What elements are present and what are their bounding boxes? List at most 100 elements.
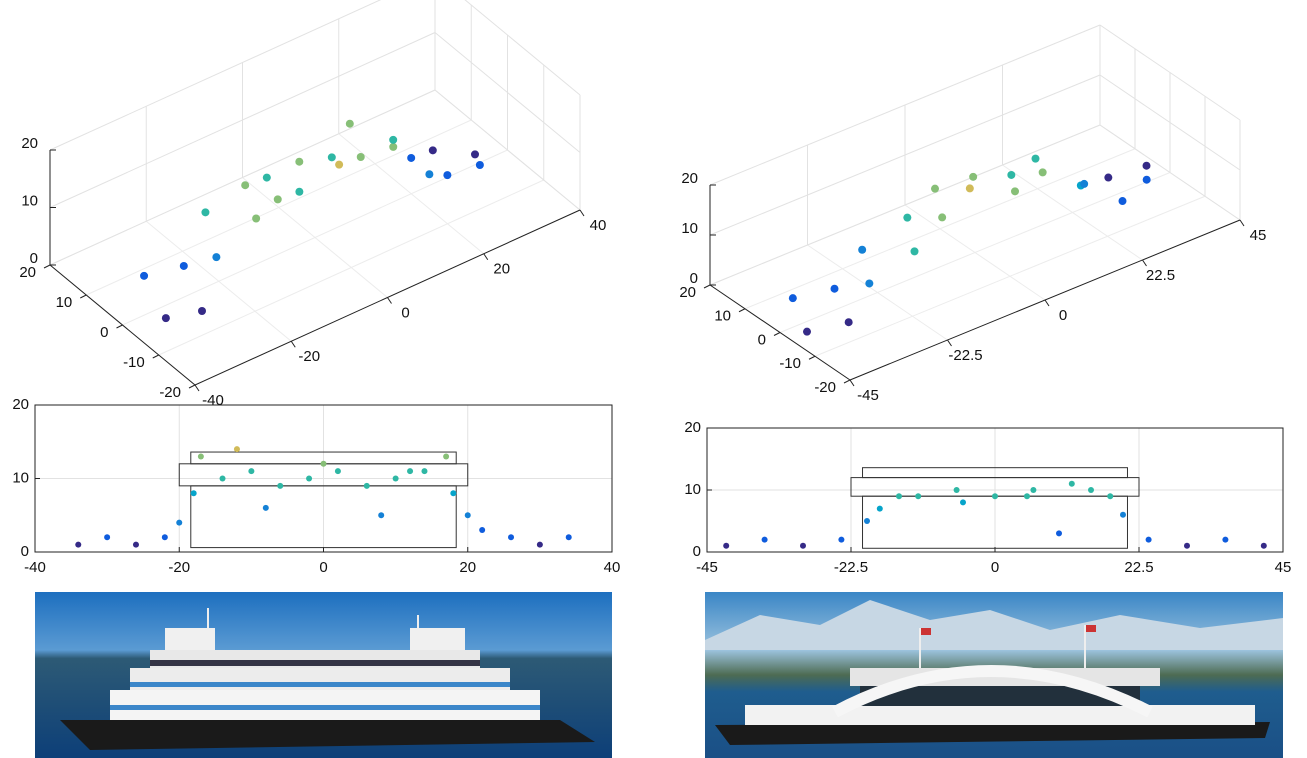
point — [75, 541, 82, 548]
tick-mark — [773, 332, 781, 336]
point — [800, 542, 806, 549]
x-tick-label: 40 — [604, 559, 621, 576]
point — [1104, 173, 1113, 182]
point — [1080, 179, 1089, 188]
point — [788, 294, 797, 303]
point — [1011, 187, 1019, 196]
x-tick-label: 20 — [459, 559, 476, 576]
point — [320, 460, 327, 467]
point — [508, 534, 515, 541]
point — [1088, 487, 1094, 493]
point — [161, 314, 170, 323]
x-tick-label: 22.5 — [1124, 559, 1153, 576]
z-tick-label: 20 — [681, 170, 698, 187]
y-tick-label: 10 — [12, 469, 29, 486]
y-tick-label: -10 — [779, 355, 801, 372]
plot-frame — [34, 404, 613, 553]
point — [865, 279, 874, 288]
point — [345, 119, 354, 128]
point — [443, 453, 450, 460]
point — [838, 536, 845, 543]
tick-mark — [1044, 299, 1050, 307]
tick-mark — [387, 297, 392, 304]
point — [475, 161, 484, 169]
tick-mark — [808, 355, 816, 360]
point — [464, 512, 471, 519]
point — [953, 487, 960, 493]
point — [1030, 487, 1037, 493]
tick-mark — [843, 379, 851, 384]
grid-line — [709, 124, 1101, 286]
y-tick-label: 0 — [758, 331, 766, 348]
point — [1145, 536, 1152, 543]
point — [190, 490, 197, 497]
point — [1222, 536, 1229, 543]
x-tick-label: -22.5 — [948, 347, 982, 364]
tick-mark — [738, 308, 746, 313]
point — [915, 493, 922, 500]
point — [277, 482, 284, 489]
point — [896, 493, 902, 500]
x-tick-label: -40 — [202, 392, 224, 409]
tick-mark — [849, 379, 855, 387]
tick-mark — [483, 253, 489, 261]
point — [378, 512, 385, 519]
point — [1142, 175, 1151, 184]
x-tick-label: -20 — [298, 348, 320, 365]
point — [471, 150, 479, 159]
point — [421, 468, 428, 475]
point — [1142, 161, 1151, 170]
point — [335, 160, 344, 169]
y-tick-label: 10 — [714, 308, 731, 325]
point — [219, 475, 226, 482]
point — [392, 475, 399, 482]
y-tick-label: 20 — [12, 396, 29, 413]
point — [161, 534, 168, 541]
y-tick-label: 20 — [19, 264, 36, 281]
tick-mark — [116, 324, 123, 329]
point — [198, 307, 206, 315]
point — [1007, 170, 1016, 179]
tick-mark — [290, 340, 296, 348]
y-tick-label: -20 — [159, 384, 181, 401]
point — [960, 499, 966, 506]
tick-mark — [152, 354, 159, 359]
x-tick-label: 20 — [493, 261, 510, 278]
point — [295, 187, 304, 196]
y-tick-label: 10 — [56, 294, 73, 311]
point — [450, 490, 457, 497]
photo-right — [705, 592, 1283, 758]
point — [761, 536, 768, 543]
z-tick-label: 0 — [690, 270, 698, 287]
point — [1120, 511, 1126, 518]
point — [1056, 530, 1062, 537]
point — [479, 526, 486, 533]
y-tick-label: -20 — [814, 379, 836, 396]
point — [992, 493, 998, 500]
point — [132, 541, 139, 548]
y-tick-label: 20 — [679, 284, 696, 301]
tick-mark — [579, 209, 585, 217]
x-tick-label: 0 — [401, 304, 409, 321]
x-tick-label: 40 — [590, 217, 607, 234]
point — [407, 153, 416, 162]
grid-line — [779, 172, 1171, 333]
point — [176, 519, 183, 526]
grid-line — [1099, 24, 1241, 121]
point — [443, 171, 452, 180]
x-tick-label: -45 — [857, 387, 879, 404]
plot-frame — [706, 427, 1284, 553]
point — [858, 245, 867, 254]
point — [389, 142, 398, 151]
tick-mark — [43, 264, 51, 269]
point — [876, 505, 883, 512]
z-tick-label: 0 — [30, 250, 38, 267]
z-tick-label: 10 — [681, 220, 698, 237]
y-tick-label: 10 — [684, 481, 701, 498]
point — [356, 153, 365, 161]
y-tick-label: 20 — [684, 419, 701, 436]
point — [931, 184, 939, 193]
ship-outline — [862, 467, 1128, 479]
point — [1184, 542, 1190, 549]
point — [104, 534, 111, 541]
